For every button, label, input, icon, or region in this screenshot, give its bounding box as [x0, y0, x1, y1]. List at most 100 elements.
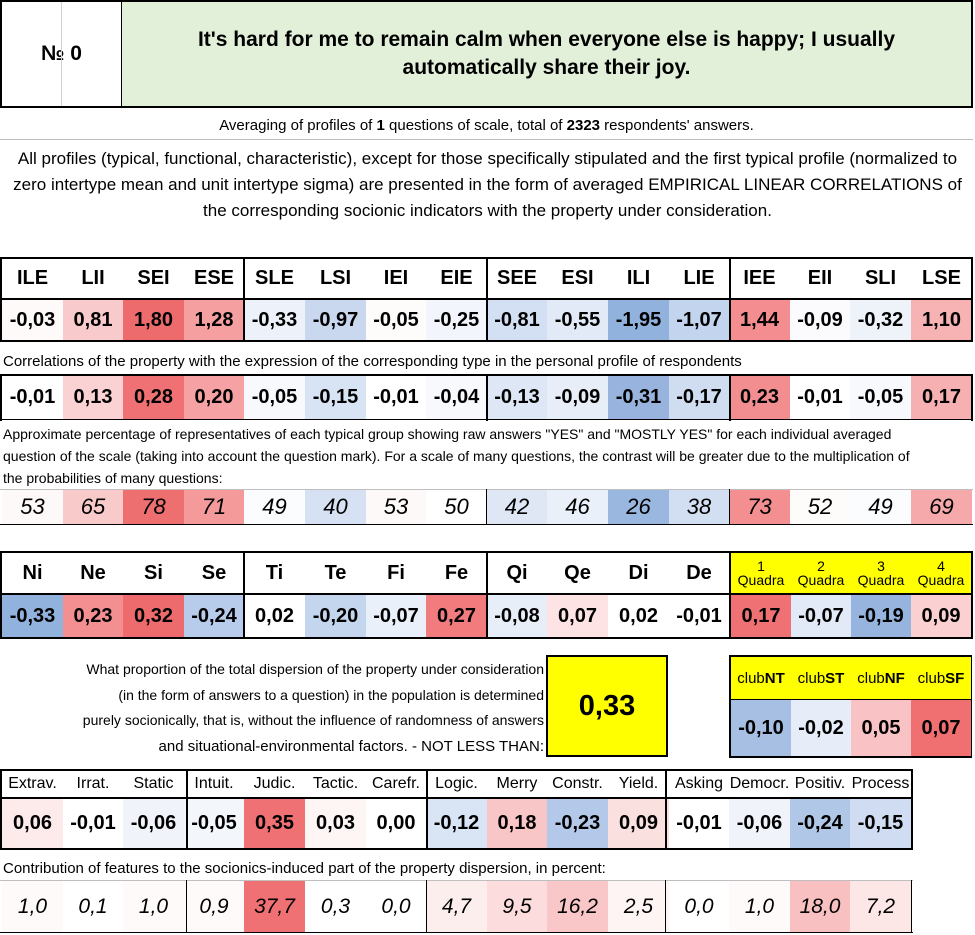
trait-value: -0,24: [790, 799, 850, 848]
quadra-value: -0,19: [851, 595, 911, 637]
function-value: -0,33: [2, 595, 63, 637]
trait-label: Irrat.: [76, 775, 110, 792]
dispersion-text-line: and situational-environmental factors. -…: [158, 737, 544, 755]
type-correlation-value: -0,15: [305, 376, 366, 419]
trait-label: Logic.: [435, 775, 478, 792]
trait-value: 0,35: [244, 799, 305, 848]
type-correlation-value: 0,13: [63, 376, 123, 419]
trait-label: Static: [133, 775, 174, 792]
type-correlation-value: -0,01: [790, 376, 850, 419]
trait-label: Carefr.: [371, 775, 420, 792]
dispersion-text-line: purely socionically, that is, without th…: [82, 712, 544, 728]
quadra-number: 1: [757, 558, 765, 574]
type-label: LSE: [922, 267, 961, 289]
club-label: club NT: [731, 657, 791, 699]
trait-value: -0,23: [547, 799, 608, 848]
type-profile-value: 1,10: [911, 300, 972, 340]
question-header: [0, 0, 973, 108]
contribution-value: 1,0: [123, 881, 184, 932]
quadra-word: Quadra: [917, 572, 965, 588]
contribution-value: 1,0: [729, 881, 790, 932]
quadra-label: 3 Quadra: [851, 553, 911, 593]
trait-value: 0,03: [305, 799, 366, 848]
type-percent-value: 69: [911, 490, 972, 524]
function-value: -0,01: [669, 595, 729, 637]
trait-label: Extrav.: [8, 775, 57, 792]
function-value: 0,23: [63, 595, 123, 637]
trait-label: Judic.: [253, 775, 296, 792]
type-percent-value: 53: [2, 490, 63, 524]
function-label: Qi: [506, 561, 528, 584]
contribution-value: 18,0: [790, 881, 850, 932]
club-code: SF: [945, 669, 965, 687]
type-label: LSI: [319, 267, 352, 289]
type-profile-value: -0,05: [366, 300, 426, 340]
type-profile-value: -0,33: [244, 300, 305, 340]
type-correlation-value: -0,17: [669, 376, 729, 419]
trait-value: -0,05: [184, 799, 244, 848]
trait-label: Positiv.: [794, 775, 846, 792]
contribution-value: 7,2: [850, 881, 911, 932]
club-value: -0,02: [791, 700, 851, 756]
function-label: Fe: [444, 561, 469, 584]
quadra-label: 4 Quadra: [911, 553, 971, 593]
contribution-value: 16,2: [547, 881, 608, 932]
type-correlation-value: -0,05: [850, 376, 911, 419]
type-label: IEI: [383, 267, 409, 289]
quadra-number: 4: [937, 558, 945, 574]
club-value: -0,10: [731, 700, 791, 756]
type-percent-value: 65: [63, 490, 123, 524]
quadra-value: 0,17: [731, 595, 791, 637]
club-value: 0,05: [851, 700, 911, 756]
type-percent-value: 40: [305, 490, 366, 524]
type-profile-value: -0,55: [547, 300, 608, 340]
quadra-value: -0,07: [791, 595, 851, 637]
type-profile-value: -0,25: [426, 300, 487, 340]
type-correlation-value: 0,20: [184, 376, 244, 419]
dispersion-value: 0,33: [546, 655, 668, 757]
type-label: SLI: [864, 267, 897, 289]
club-prefix: club: [917, 669, 946, 687]
type-label: SLE: [255, 267, 294, 289]
club-label: club SF: [911, 657, 971, 699]
type-profile-value: -0,97: [305, 300, 366, 340]
function-value: 0,07: [547, 595, 608, 637]
contribution-value: 0,1: [63, 881, 123, 932]
type-label: SEI: [137, 267, 170, 289]
type-label: EIE: [440, 267, 473, 289]
trait-label: Constr.: [552, 775, 603, 792]
function-label: Qe: [564, 561, 591, 584]
type-correlation-value: -0,05: [244, 376, 305, 419]
trait-label: Tactic.: [312, 775, 359, 792]
function-label: De: [686, 561, 712, 584]
function-value: -0,07: [366, 595, 426, 637]
contribution-value: 0,0: [366, 881, 426, 932]
function-label: Fi: [387, 561, 405, 584]
club-value: 0,07: [911, 700, 971, 756]
type-label: ILI: [626, 267, 651, 289]
type-profile-value: 1,28: [184, 300, 244, 340]
type-label: SEE: [496, 267, 538, 289]
quadra-label: 2 Quadra: [791, 553, 851, 593]
club-code: NF: [884, 669, 905, 687]
function-label: Ni: [22, 561, 43, 584]
percent-caption: Approximate percentage of representative…: [3, 426, 910, 486]
contribution-value: 37,7: [244, 881, 305, 932]
function-label: Si: [144, 561, 163, 584]
function-value: 0,32: [123, 595, 184, 637]
function-label: Se: [201, 561, 227, 584]
type-correlation-value: 0,23: [729, 376, 790, 419]
question-text: It's hard for me to remain calm when eve…: [122, 2, 971, 106]
type-label: LIE: [683, 267, 715, 289]
type-label: LII: [81, 267, 105, 289]
dispersion-text-line: (in the form of answers to a question) i…: [118, 687, 544, 703]
type-correlation-value: -0,31: [608, 376, 669, 419]
type-profile-value: 1,80: [123, 300, 184, 340]
type-percent-value: 38: [669, 490, 729, 524]
contribution-value: 2,5: [608, 881, 669, 932]
trait-label: Process: [851, 775, 910, 792]
function-label: Ne: [80, 561, 106, 584]
type-profile-value: -0,03: [2, 300, 63, 340]
trait-value: 0,06: [2, 799, 63, 848]
trait-value: 0,09: [608, 799, 669, 848]
